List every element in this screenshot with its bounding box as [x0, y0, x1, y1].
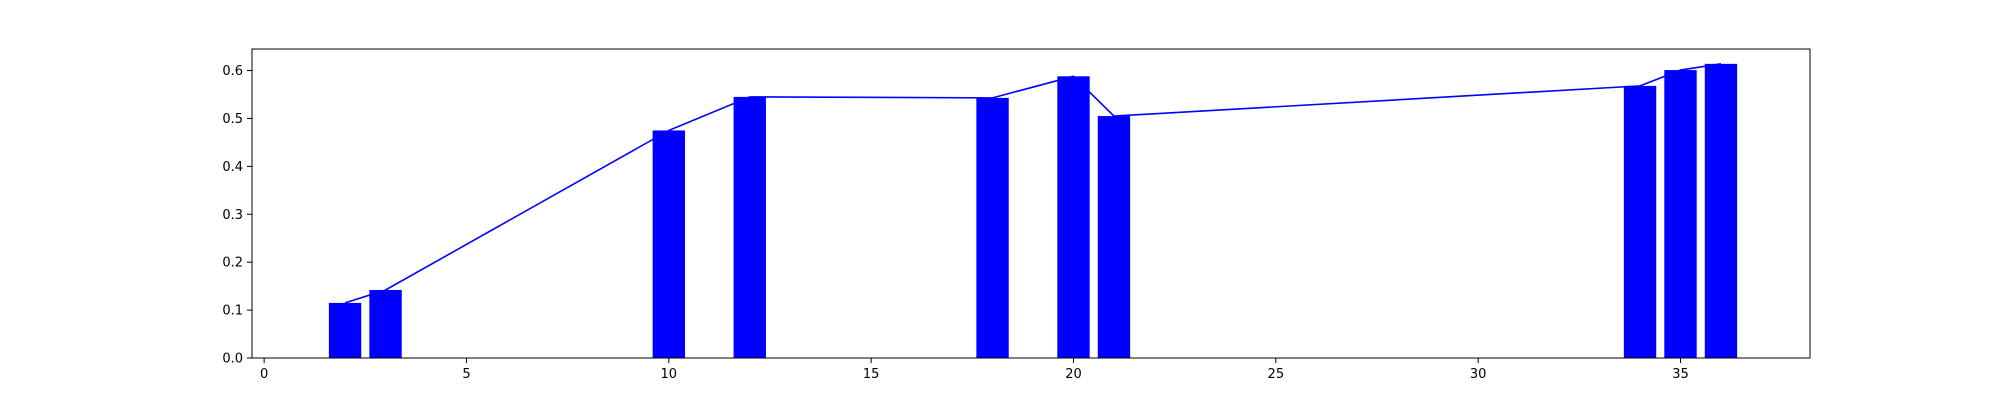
y-tick-label: 0.2: [222, 256, 243, 271]
bar-36: [1704, 63, 1738, 358]
x-tick-label: 10: [661, 367, 678, 382]
y-tick-label: 0.1: [222, 304, 243, 319]
y-tick-label: 0.4: [222, 160, 243, 175]
bar-18: [976, 97, 1009, 359]
y-tick-label: 0.0: [222, 352, 243, 367]
bar-2: [328, 302, 362, 358]
bar-3: [369, 289, 402, 358]
y-axis: 0.0 0.1 0.2 0.3 0.4 0.5 0.6: [222, 64, 252, 367]
x-tick-label: 25: [1268, 367, 1285, 382]
bar-35: [1664, 70, 1697, 358]
x-tick-label: 15: [863, 367, 880, 382]
bar-21: [1097, 116, 1131, 359]
y-tick-label: 0.6: [222, 64, 243, 79]
x-tick-label: 20: [1065, 367, 1082, 382]
bar-34: [1623, 85, 1657, 359]
x-tick-label: 35: [1672, 367, 1689, 382]
y-tick-label: 0.5: [222, 112, 243, 127]
bar-12: [733, 96, 766, 358]
bars: [328, 63, 1738, 359]
y-tick-label: 0.3: [222, 208, 243, 223]
bar-10: [652, 130, 686, 358]
x-tick-label: 30: [1470, 367, 1487, 382]
trend-line-layer: [344, 63, 1722, 304]
x-axis: 0 5 10 15 20 25 30 35: [260, 358, 1689, 382]
plot-frame: [251, 48, 1811, 359]
x-tick-label: 0: [260, 367, 268, 382]
bar-20: [1057, 76, 1090, 358]
trend-line: [344, 63, 1722, 304]
x-tick-label: 5: [462, 367, 470, 382]
